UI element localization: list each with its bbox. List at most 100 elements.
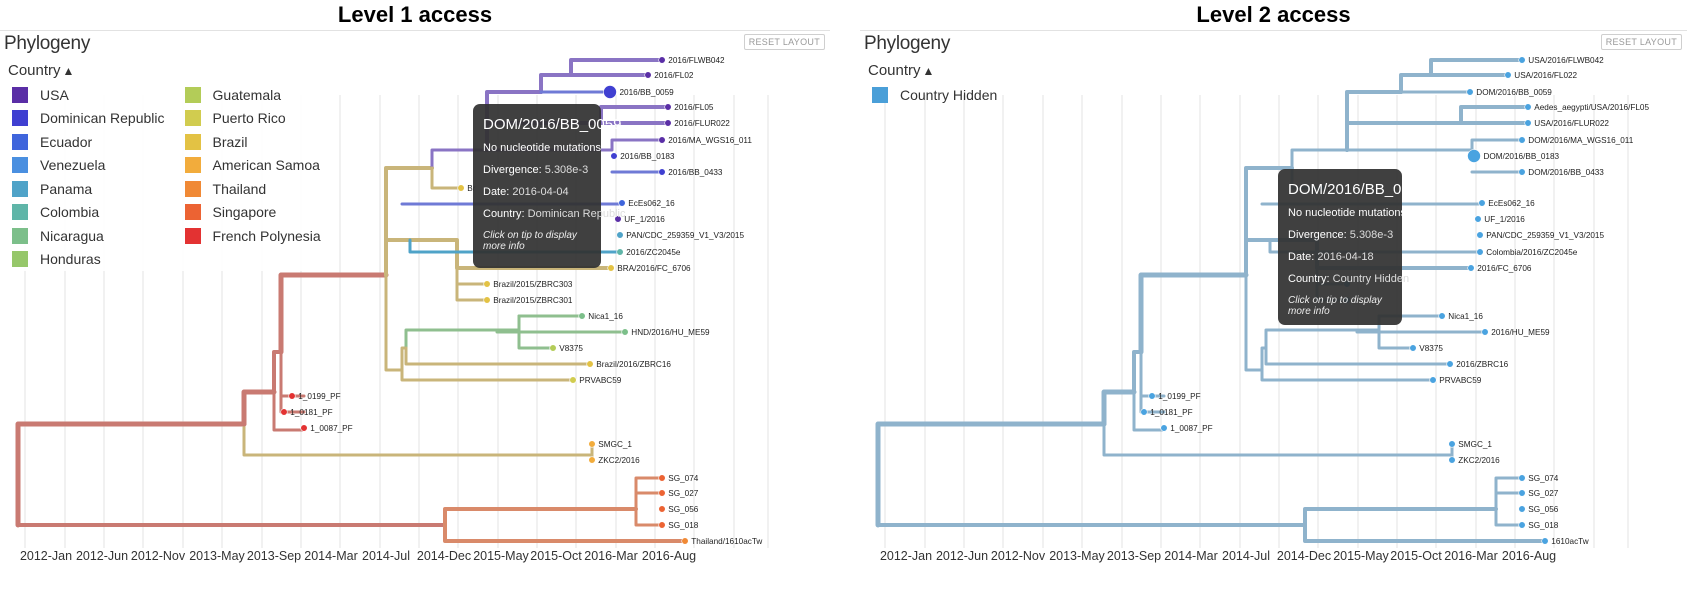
legend-item[interactable]: French Polynesia [179,224,321,248]
tree-tip[interactable] [1467,149,1481,163]
tree-tip[interactable] [1409,344,1417,352]
tree-tip[interactable] [658,168,666,176]
tree-tip[interactable] [1148,392,1156,400]
tree-tip[interactable] [588,440,596,448]
tree-tip[interactable] [1481,328,1489,336]
legend-item[interactable]: USA [6,83,165,107]
legend-item[interactable]: Country Hidden [866,83,997,107]
legend-item[interactable]: Brazil [179,130,321,154]
tree-tip[interactable] [1518,136,1526,144]
tree-tip[interactable] [1466,88,1474,96]
tree-tip[interactable] [1518,505,1526,513]
tree-tip[interactable] [658,489,666,497]
phylogeny-title: Phylogeny [4,33,91,54]
tree-tip[interactable] [658,505,666,513]
axis-tick-label: 2014-Dec [417,549,471,563]
tree-tip[interactable] [1448,456,1456,464]
tree-tip[interactable] [681,537,689,545]
tree-tip[interactable] [549,344,557,352]
legend-swatch [12,157,28,174]
legend-swatch [12,227,28,244]
tree-branch [569,58,664,77]
legend-item[interactable]: Guatemala [179,83,321,107]
tree-tip[interactable] [1474,215,1482,223]
tip-label: V8375 [559,344,583,353]
tip-label: PRVABC59 [579,376,621,385]
legend-item[interactable]: Singapore [179,201,321,225]
tip-label: SG_056 [668,505,698,514]
tree-branch [1303,507,1498,527]
legend-item[interactable]: Panama [6,177,165,201]
tree-tip[interactable] [644,71,652,79]
chevron-up-icon: ▲ [922,64,935,78]
tree-tip[interactable] [658,521,666,529]
tree-tip[interactable] [1518,521,1526,529]
reset-layout-button[interactable]: RESET LAYOUT [743,34,825,50]
tree-tip[interactable] [621,328,629,336]
tree-tip[interactable] [614,215,622,223]
tree-tip[interactable] [1467,264,1475,272]
axis-tick-label: 2013-Sep [1107,549,1161,563]
tree-tip[interactable] [1478,199,1486,207]
tree-tip[interactable] [1518,489,1526,497]
tree-tip[interactable] [280,408,288,416]
tip-label: 1_0181_PF [290,408,332,417]
legend-toggle[interactable]: Country ▲ [866,60,1011,83]
tree-tip[interactable] [1448,440,1456,448]
tree-tip[interactable] [658,136,666,144]
legend-toggle[interactable]: Country ▲ [6,60,335,83]
reset-layout-button[interactable]: RESET LAYOUT [1600,34,1682,50]
tree-tip[interactable] [1524,103,1532,111]
legend-item[interactable]: Dominican Republic [6,107,165,131]
tree-tip[interactable] [483,280,491,288]
tree-tip[interactable] [588,456,596,464]
tree-tip[interactable] [610,152,618,160]
tree-tip[interactable] [578,312,586,320]
axis-tick-label: 2016-Mar [1444,549,1498,563]
legend-item[interactable]: Nicaragua [6,224,165,248]
tree-tip[interactable] [1518,474,1526,482]
tree-tip[interactable] [457,184,465,192]
legend-item[interactable]: Ecuador [6,130,165,154]
legend-item[interactable]: Honduras [6,248,165,272]
tip-label: 2016/ZC2045e [626,248,681,257]
tip-label: BRA/2016/FC_6706 [617,264,691,273]
tree-tip[interactable] [569,376,577,384]
tree-tip[interactable] [1504,71,1512,79]
tree-tip[interactable] [664,103,672,111]
tree-tip[interactable] [300,424,308,432]
tree-tip[interactable] [658,56,666,64]
tree-branch [1101,389,1137,427]
tree-tip[interactable] [616,231,624,239]
tree-tip[interactable] [1541,537,1549,545]
tree-tip[interactable] [616,248,624,256]
tree-branch [1494,491,1524,511]
tip-label: Colombia/2016/ZC2045e [1486,248,1577,257]
tree-tip[interactable] [483,296,491,304]
tree-tip[interactable] [1140,408,1148,416]
tree-tip[interactable] [1429,376,1437,384]
tree-tip[interactable] [603,85,617,99]
legend-item[interactable]: Puerto Rico [179,107,321,131]
legend-item[interactable]: Colombia [6,201,165,225]
tree-tip[interactable] [1476,231,1484,239]
tree-tip[interactable] [1476,248,1484,256]
tip-label: ZKC2/2016 [1458,456,1500,465]
tip-label: SMGC_1 [598,440,632,449]
tree-tip[interactable] [1518,168,1526,176]
legend-item[interactable]: Thailand [179,177,321,201]
tree-tip[interactable] [618,199,626,207]
tree-tip[interactable] [607,264,615,272]
tree-tip[interactable] [586,360,594,368]
tree-tip[interactable] [288,392,296,400]
legend-item[interactable]: American Samoa [179,154,321,178]
legend-item[interactable]: Venezuela [6,154,165,178]
tree-tip[interactable] [658,474,666,482]
tree-tip[interactable] [1438,312,1446,320]
tree-tip[interactable] [1446,360,1454,368]
country-label: Country: [483,208,525,220]
tree-tip[interactable] [1518,56,1526,64]
tree-tip[interactable] [1160,424,1168,432]
tree-tip[interactable] [664,119,672,127]
tree-tip[interactable] [1524,119,1532,127]
